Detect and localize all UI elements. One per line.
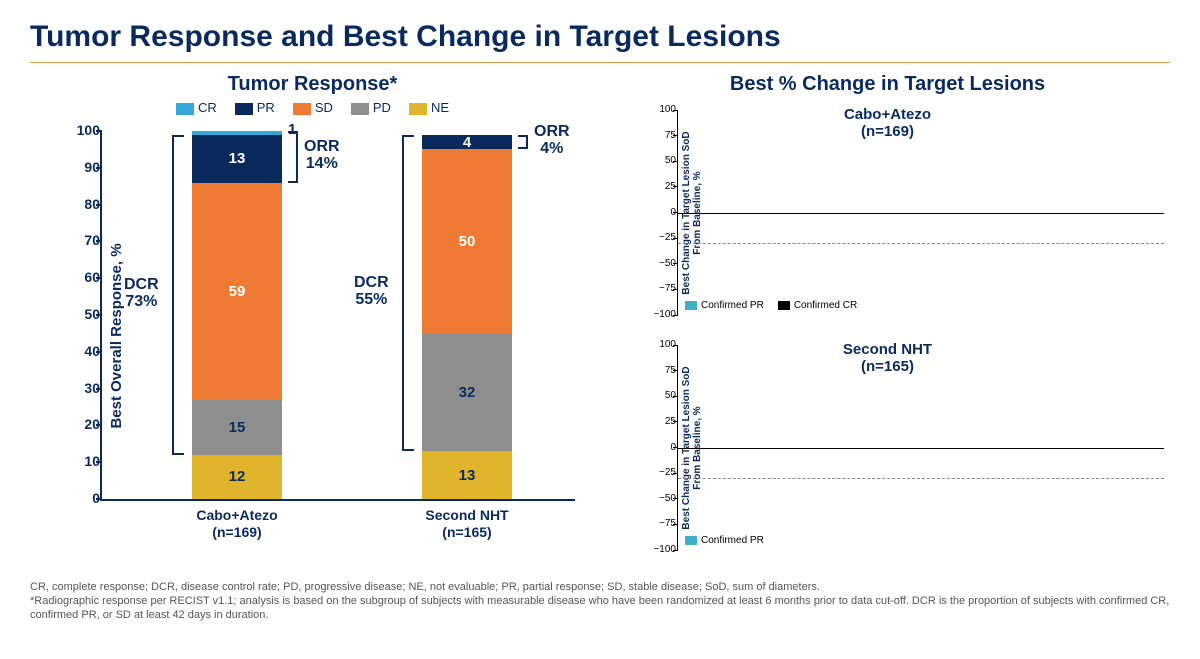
- waterfall-panel: Best % Change in Target Lesions Cabo+Ate…: [605, 73, 1170, 573]
- legend-item-pr: PR: [235, 100, 275, 115]
- legend-item-cr: CR: [176, 100, 217, 115]
- waterfall-plot: −100−75−50−250255075100: [677, 110, 1164, 315]
- bar-segment-pr: 4: [422, 135, 512, 150]
- ytick-label: 50: [60, 306, 100, 322]
- ytick-label: 40: [60, 343, 100, 359]
- stacked-bar-legend: CR PR SD PD NE: [30, 100, 595, 115]
- bar-segment-ne: 12: [192, 455, 282, 499]
- bar-xlabel: Second NHT(n=165): [397, 507, 537, 541]
- waterfall-legend: Confirmed PRConfirmed CR: [685, 300, 857, 311]
- legend-item-pd: PD: [351, 100, 391, 115]
- waterfall-box: Second NHT(n=165)Best Change in Target L…: [605, 335, 1170, 560]
- ytick-label: 70: [60, 232, 100, 248]
- bar-segment-pd: 15: [192, 400, 282, 455]
- bar-segment-cr: [192, 131, 282, 135]
- waterfall-plot: −100−75−50−250255075100: [677, 345, 1164, 550]
- ytick-label: 90: [60, 159, 100, 175]
- bar-segment-pd: 32: [422, 333, 512, 451]
- ytick-label: 60: [60, 269, 100, 285]
- stacked-bar-plot: 0102030405060708090100112155913Cabo+Atez…: [100, 131, 575, 501]
- stacked-bar-area: Best Overall Response, % 010203040506070…: [30, 121, 595, 551]
- ytick-label: 20: [60, 416, 100, 432]
- ytick-label: 10: [60, 453, 100, 469]
- charts-grid: Tumor Response* CRPRSDPDNE Best Overall …: [30, 73, 1170, 573]
- divider: [30, 62, 1170, 63]
- waterfall-box: Cabo+Atezo(n=169)Best Change in Target L…: [605, 100, 1170, 325]
- ytick-label: 80: [60, 196, 100, 212]
- footnote: CR, complete response; DCR, disease cont…: [30, 581, 1170, 622]
- ytick-label: 100: [60, 122, 100, 138]
- waterfall-bars: [678, 110, 1164, 315]
- legend-item-ne: NE: [409, 100, 449, 115]
- bar-segment-sd: 50: [422, 149, 512, 333]
- waterfall-legend: Confirmed PR: [685, 535, 764, 546]
- waterfall-bars: [678, 345, 1164, 550]
- waterfall-container: Cabo+Atezo(n=169)Best Change in Target L…: [605, 100, 1170, 560]
- page-title: Tumor Response and Best Change in Target…: [30, 20, 1170, 54]
- stacked-bar: 12155913: [192, 131, 282, 499]
- stacked-bar-panel: Tumor Response* CRPRSDPDNE Best Overall …: [30, 73, 595, 573]
- bar-xlabel: Cabo+Atezo(n=169): [167, 507, 307, 541]
- bar-segment-pr: 13: [192, 135, 282, 183]
- bar-segment-ne: 13: [422, 451, 512, 499]
- ytick-label: 30: [60, 380, 100, 396]
- legend-item-sd: SD: [293, 100, 333, 115]
- ytick-label: 0: [60, 490, 100, 506]
- right-subtitle: Best % Change in Target Lesions: [605, 73, 1170, 96]
- left-subtitle: Tumor Response*: [30, 73, 595, 96]
- stacked-bar: 1332504: [422, 131, 512, 499]
- bar-segment-sd: 59: [192, 183, 282, 400]
